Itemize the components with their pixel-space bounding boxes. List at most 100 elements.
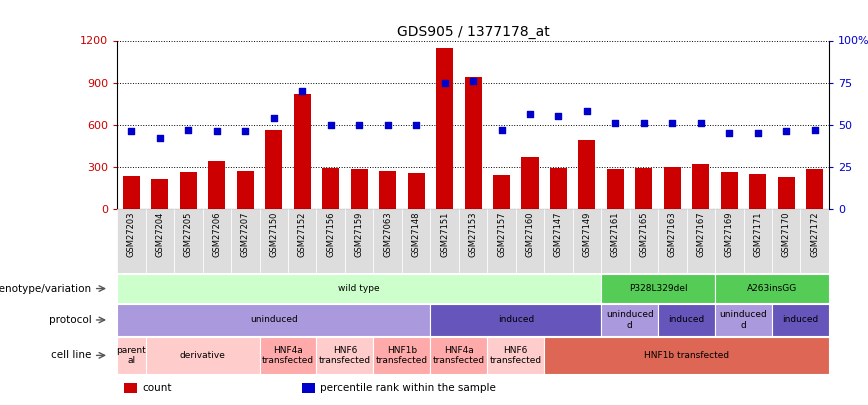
Point (466, 78, 480, 84)
Text: GSM27152: GSM27152 (298, 212, 306, 257)
Bar (373, 337, 431, 374)
Bar (493, 175, 510, 209)
Text: uninduced
d: uninduced d (720, 310, 767, 330)
Text: GSM27157: GSM27157 (497, 212, 506, 257)
Text: GSM27171: GSM27171 (753, 212, 762, 257)
Bar (544, 209, 573, 273)
Text: GSM27150: GSM27150 (269, 212, 279, 257)
Bar (379, 171, 396, 209)
Bar (317, 209, 345, 273)
Bar (749, 174, 766, 209)
Text: HNF4a
transfected: HNF4a transfected (262, 346, 314, 365)
Text: GSM27172: GSM27172 (810, 212, 819, 257)
Point (181, 126, 195, 133)
Text: induced: induced (782, 315, 819, 324)
Text: P328L329del: P328L329del (628, 284, 687, 293)
Title: GDS905 / 1377178_at: GDS905 / 1377178_at (397, 26, 549, 39)
Bar (117, 274, 602, 303)
Bar (635, 168, 653, 209)
Bar (602, 209, 629, 273)
Point (295, 88, 309, 94)
Bar (778, 177, 795, 209)
Bar (431, 305, 602, 335)
Bar (602, 305, 658, 335)
Point (551, 113, 565, 119)
Text: HNF1b
transfected: HNF1b transfected (376, 346, 428, 365)
Text: A263insGG: A263insGG (746, 284, 797, 293)
Point (523, 111, 537, 118)
Text: HNF4a
transfected: HNF4a transfected (433, 346, 485, 365)
Point (352, 122, 366, 128)
Bar (117, 209, 146, 273)
Bar (117, 305, 431, 335)
Text: GSM27206: GSM27206 (213, 212, 221, 257)
Text: GSM27063: GSM27063 (383, 212, 392, 258)
Bar (431, 209, 459, 273)
Point (437, 79, 451, 86)
Text: protocol: protocol (49, 315, 91, 325)
Point (409, 122, 423, 128)
Bar (715, 209, 744, 273)
Point (324, 122, 338, 128)
Point (694, 119, 707, 126)
Point (608, 119, 622, 126)
Bar (720, 172, 738, 209)
Text: genotype/variation: genotype/variation (0, 284, 91, 294)
Text: GSM27147: GSM27147 (554, 212, 563, 257)
Text: wild type: wild type (339, 284, 380, 293)
Point (751, 130, 765, 136)
Bar (402, 209, 431, 273)
Point (666, 119, 680, 126)
Text: GSM27159: GSM27159 (355, 212, 364, 257)
Bar (146, 337, 260, 374)
Bar (715, 305, 772, 335)
Point (808, 126, 822, 133)
Bar (550, 168, 567, 209)
Bar (431, 337, 487, 374)
Bar (772, 209, 800, 273)
Point (381, 122, 395, 128)
Bar (436, 47, 453, 209)
Bar (744, 209, 772, 273)
Text: derivative: derivative (180, 351, 226, 360)
Text: GSM27161: GSM27161 (611, 212, 620, 257)
Bar (146, 209, 174, 273)
Bar (544, 337, 829, 374)
Bar (607, 168, 624, 209)
Bar (351, 169, 368, 209)
Point (266, 115, 280, 121)
Text: GSM27205: GSM27205 (184, 212, 193, 257)
Text: GSM27148: GSM27148 (411, 212, 421, 257)
Text: GSM27170: GSM27170 (782, 212, 791, 257)
Text: GSM27163: GSM27163 (667, 212, 677, 258)
Bar (516, 209, 544, 273)
Bar (806, 169, 823, 209)
Text: HNF6
transfected: HNF6 transfected (490, 346, 542, 365)
Bar (373, 209, 402, 273)
Bar (231, 209, 260, 273)
Bar (522, 157, 538, 209)
Text: GSM27160: GSM27160 (525, 212, 535, 257)
Text: GSM27151: GSM27151 (440, 212, 449, 257)
Point (210, 128, 224, 134)
Bar (772, 305, 829, 335)
Bar (174, 209, 202, 273)
Text: GSM27207: GSM27207 (240, 212, 250, 257)
Bar (322, 168, 339, 209)
Point (580, 108, 594, 114)
Bar (573, 209, 602, 273)
Text: parent
al: parent al (116, 346, 147, 365)
Point (722, 130, 736, 136)
Text: percentile rank within the sample: percentile rank within the sample (320, 383, 496, 393)
Bar (260, 209, 288, 273)
Bar (124, 382, 137, 393)
Bar (208, 161, 226, 209)
Bar (288, 209, 317, 273)
Text: GSM27153: GSM27153 (469, 212, 477, 257)
Bar (629, 209, 658, 273)
Text: uninduced: uninduced (250, 315, 298, 324)
Bar (715, 274, 829, 303)
Bar (658, 209, 687, 273)
Text: GSM27156: GSM27156 (326, 212, 335, 257)
Bar (345, 209, 373, 273)
